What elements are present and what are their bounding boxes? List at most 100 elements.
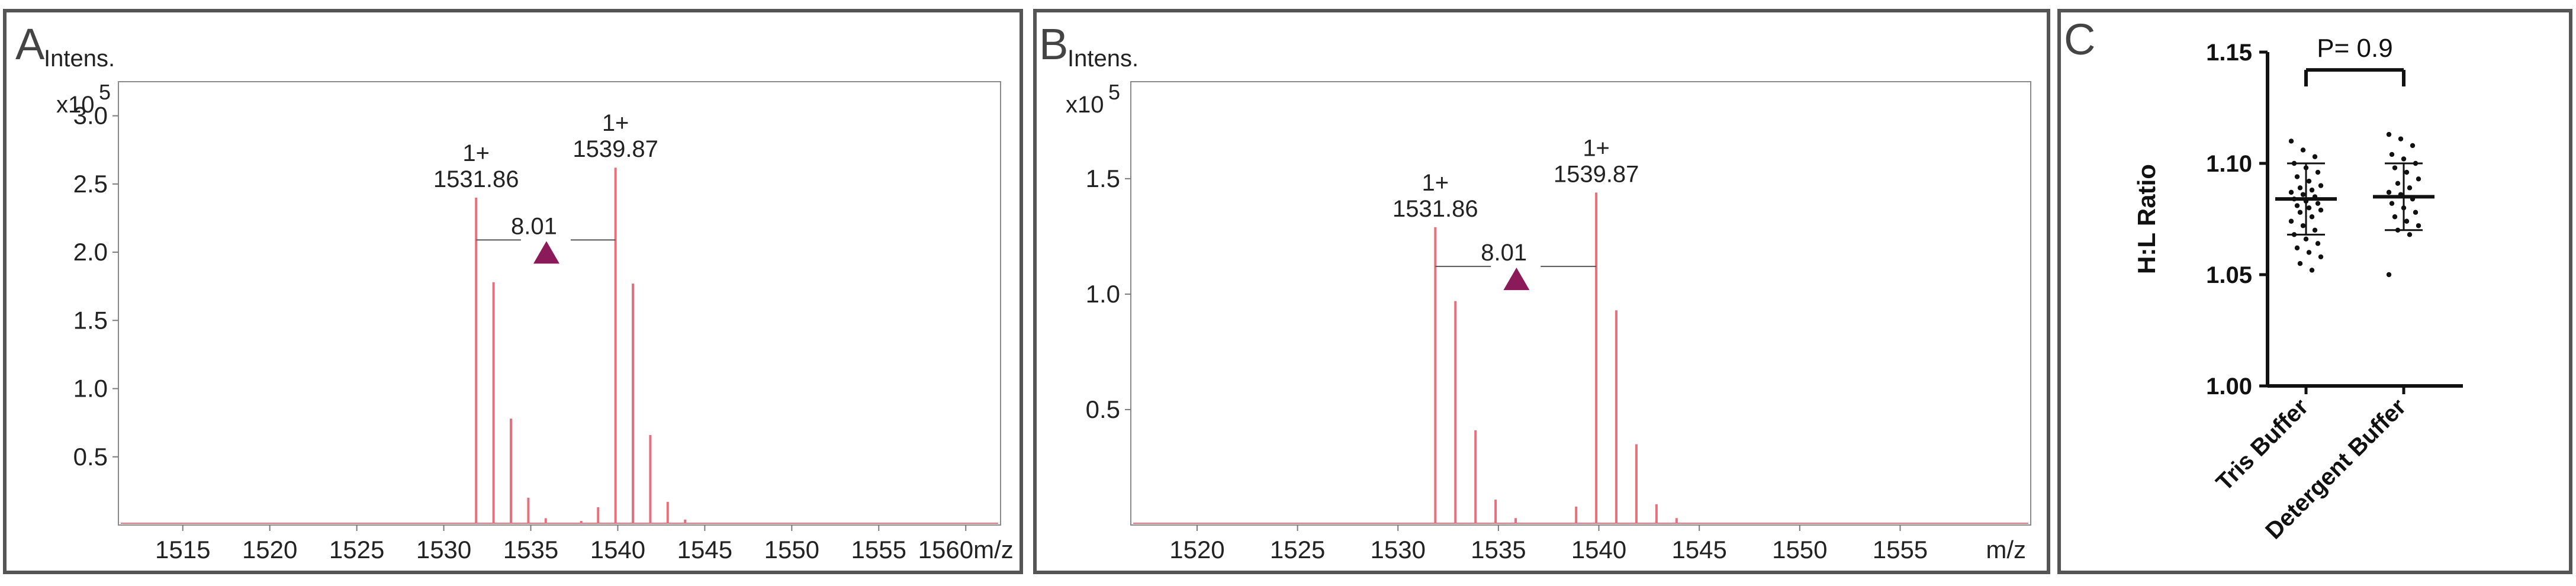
x-tick-label: 1520 xyxy=(242,536,297,564)
data-point xyxy=(2416,176,2421,182)
data-point xyxy=(2294,245,2300,251)
peak-charge-label: 1+ xyxy=(602,110,629,136)
data-point xyxy=(2395,181,2401,186)
scale-label: x10 xyxy=(56,92,95,118)
y-tick-label: 2.0 xyxy=(73,238,108,266)
data-point xyxy=(2294,174,2300,179)
data-point xyxy=(2404,218,2410,224)
data-point xyxy=(2386,189,2392,195)
x-tick-label: 1520 xyxy=(1169,536,1224,564)
data-point xyxy=(2410,143,2416,149)
data-point xyxy=(2315,201,2321,206)
x-tick-label: 1550 xyxy=(1772,536,1827,564)
data-point xyxy=(2389,201,2395,206)
data-point xyxy=(2389,152,2395,157)
data-point xyxy=(2404,169,2410,175)
x-tick-label: 1515 xyxy=(155,536,210,564)
peak-mz-label: 1531.86 xyxy=(433,166,519,192)
data-point xyxy=(2386,272,2392,278)
y-tick-label: 1.5 xyxy=(1086,165,1120,192)
data-point xyxy=(2315,169,2321,175)
data-point xyxy=(2392,165,2398,170)
triangle-marker xyxy=(533,241,559,264)
x-tick-label: 1545 xyxy=(1671,536,1726,564)
data-point xyxy=(2303,236,2309,242)
delta-label: 8.01 xyxy=(511,213,557,239)
data-point xyxy=(2300,192,2306,197)
data-point xyxy=(2309,187,2315,193)
y-tick-label: 2.5 xyxy=(73,170,108,198)
x-tick-label: 1535 xyxy=(1471,536,1526,564)
data-point xyxy=(2407,185,2413,191)
panel-a-frame xyxy=(3,9,1023,574)
data-point xyxy=(2398,136,2404,141)
data-point xyxy=(2312,227,2318,233)
x-tick-label: 1540 xyxy=(590,536,645,564)
x-tick-label: 1555 xyxy=(1873,536,1928,564)
data-point xyxy=(2306,178,2312,184)
data-point xyxy=(2392,214,2398,220)
data-point xyxy=(2288,189,2294,195)
scale-exponent: 5 xyxy=(1108,80,1120,104)
y-tick-label: 1.0 xyxy=(73,375,108,403)
data-point xyxy=(2413,210,2419,215)
data-point xyxy=(2416,223,2421,228)
scale-label: x10 xyxy=(1066,92,1104,118)
panel-letter: B xyxy=(1039,20,1068,69)
data-point xyxy=(2315,241,2321,246)
y-tick-label: 1.5 xyxy=(73,306,108,334)
peak-charge-label: 1+ xyxy=(1422,170,1449,196)
x-tick-label: 1530 xyxy=(1371,536,1426,564)
x-tick-label: 1560m/z xyxy=(918,536,1014,564)
x-tick-label: 1540 xyxy=(1571,536,1626,564)
y-tick-label: 1.0 xyxy=(1086,280,1120,308)
y-tick-label: 1.10 xyxy=(2206,151,2252,177)
delta-label: 8.01 xyxy=(1481,240,1527,266)
peak-charge-label: 1+ xyxy=(462,140,490,166)
y-tick-label: 3.0 xyxy=(73,102,108,130)
plot-area xyxy=(118,81,1001,526)
x-tick-label: 1525 xyxy=(1270,536,1325,564)
y-tick-label: 0.5 xyxy=(73,443,108,471)
peak-mz-label: 1531.86 xyxy=(1392,196,1478,222)
x-tick-label: 1555 xyxy=(851,536,906,564)
data-point xyxy=(2407,232,2413,237)
y-axis-label: Intens. xyxy=(1067,46,1139,72)
plot-area xyxy=(1130,81,2031,526)
data-point xyxy=(2306,250,2312,255)
peak-charge-label: 1+ xyxy=(1583,135,1610,161)
data-point xyxy=(2300,147,2306,153)
x-tick-label: 1535 xyxy=(503,536,558,564)
data-point xyxy=(2401,156,2407,162)
panel-letter: A xyxy=(15,20,45,69)
data-point xyxy=(2318,254,2324,260)
y-tick-label: 1.15 xyxy=(2206,40,2252,66)
x-tick-label: 1550 xyxy=(764,536,819,564)
data-point xyxy=(2309,268,2315,273)
y-tick-label: 1.05 xyxy=(2206,262,2252,288)
y-tick-label: 1.00 xyxy=(2206,374,2252,400)
x-tick-label: 1545 xyxy=(677,536,732,564)
panel-b-frame xyxy=(1033,9,2050,574)
data-point xyxy=(2288,218,2294,224)
data-point xyxy=(2306,205,2312,211)
significance-label: P= 0.9 xyxy=(2317,34,2392,63)
x-unit-label: m/z xyxy=(1986,536,2026,564)
x-tick-label: 1525 xyxy=(329,536,384,564)
data-point xyxy=(2294,203,2300,208)
data-point xyxy=(2297,210,2303,215)
data-point xyxy=(2288,139,2294,144)
panel-letter: C xyxy=(2064,15,2095,64)
x-tick-label: 1530 xyxy=(416,536,471,564)
y-axis-label: H:L Ratio xyxy=(2133,164,2160,274)
data-point xyxy=(2300,223,2306,228)
y-axis-label: Intens. xyxy=(44,46,115,72)
category-label: Tris Buffer xyxy=(2211,394,2314,496)
data-point xyxy=(2318,183,2324,188)
panel-c-frame xyxy=(2057,9,2572,574)
data-point xyxy=(2318,207,2324,213)
y-tick-label: 0.5 xyxy=(1086,395,1120,423)
data-point xyxy=(2386,131,2392,137)
